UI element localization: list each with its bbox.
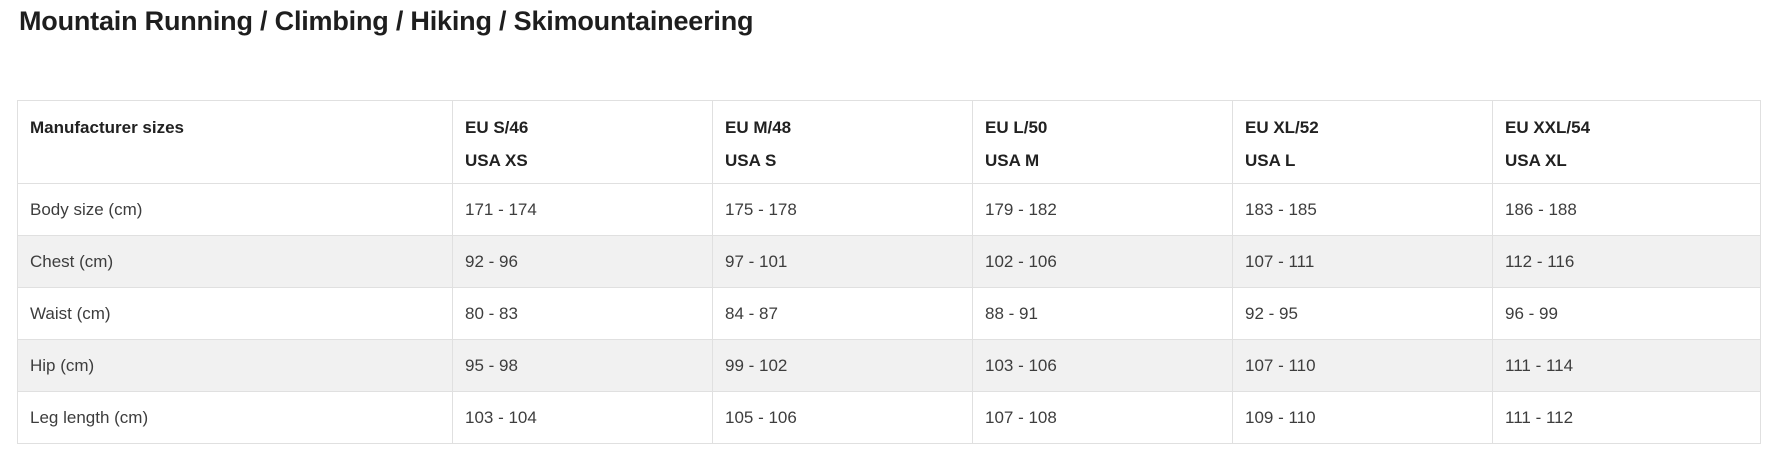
measurement-cell: 179 - 182	[972, 183, 1233, 236]
measurement-cell: 107 - 108	[972, 391, 1233, 444]
measurement-cell: 102 - 106	[972, 235, 1233, 288]
row-label-cell: Leg length (cm)	[17, 391, 453, 444]
size-column-header: EU L/50 USA M	[972, 100, 1233, 184]
size-column-header: EU XL/52 USA L	[1232, 100, 1493, 184]
size-column-header: EU M/48 USA S	[712, 100, 973, 184]
measurement-cell: 88 - 91	[972, 287, 1233, 340]
measurement-cell: 97 - 101	[712, 235, 973, 288]
measurement-cell: 84 - 87	[712, 287, 973, 340]
size-column-header: EU XXL/54 USA XL	[1492, 100, 1761, 184]
eu-size-label: EU S/46	[465, 118, 529, 137]
measurement-cell: 107 - 111	[1232, 235, 1493, 288]
size-column-header: EU S/46 USA XS	[452, 100, 713, 184]
measurement-cell: 171 - 174	[452, 183, 713, 236]
usa-size-label: USA S	[725, 151, 777, 170]
row-label-cell: Chest (cm)	[17, 235, 453, 288]
usa-size-label: USA M	[985, 151, 1040, 170]
usa-size-label: USA L	[1245, 151, 1296, 170]
eu-size-label: EU L/50	[985, 118, 1048, 137]
measurement-cell: 105 - 106	[712, 391, 973, 444]
page-title: Mountain Running / Climbing / Hiking / S…	[19, 6, 754, 36]
corner-header-label: Manufacturer sizes	[30, 118, 184, 137]
measurement-cell: 80 - 83	[452, 287, 713, 340]
table-row: Leg length (cm) 103 - 104 105 - 106 107 …	[17, 391, 1761, 444]
table-row: Hip (cm) 95 - 98 99 - 102 103 - 106 107 …	[17, 339, 1761, 392]
eu-size-label: EU XXL/54	[1505, 118, 1591, 137]
measurement-cell: 111 - 112	[1492, 391, 1761, 444]
usa-size-label: USA XL	[1505, 151, 1567, 170]
size-chart-table: Manufacturer sizes EU S/46 USA XS EU M/4…	[17, 100, 1761, 444]
eu-size-label: EU M/48	[725, 118, 792, 137]
measurement-cell: 92 - 95	[1232, 287, 1493, 340]
table-header-row: Manufacturer sizes EU S/46 USA XS EU M/4…	[17, 100, 1761, 184]
measurement-cell: 183 - 185	[1232, 183, 1493, 236]
measurement-cell: 95 - 98	[452, 339, 713, 392]
row-label-cell: Body size (cm)	[17, 183, 453, 236]
measurement-cell: 99 - 102	[712, 339, 973, 392]
measurement-cell: 109 - 110	[1232, 391, 1493, 444]
table-row: Body size (cm) 171 - 174 175 - 178 179 -…	[17, 183, 1761, 236]
row-label-cell: Hip (cm)	[17, 339, 453, 392]
measurement-cell: 96 - 99	[1492, 287, 1761, 340]
table-row: Chest (cm) 92 - 96 97 - 101 102 - 106 10…	[17, 235, 1761, 288]
eu-size-label: EU XL/52	[1245, 118, 1319, 137]
usa-size-label: USA XS	[465, 151, 528, 170]
measurement-cell: 112 - 116	[1492, 235, 1761, 288]
measurement-cell: 111 - 114	[1492, 339, 1761, 392]
corner-header-cell: Manufacturer sizes	[17, 100, 453, 184]
row-label-cell: Waist (cm)	[17, 287, 453, 340]
measurement-cell: 92 - 96	[452, 235, 713, 288]
measurement-cell: 103 - 104	[452, 391, 713, 444]
table-row: Waist (cm) 80 - 83 84 - 87 88 - 91 92 - …	[17, 287, 1761, 340]
measurement-cell: 175 - 178	[712, 183, 973, 236]
measurement-cell: 107 - 110	[1232, 339, 1493, 392]
measurement-cell: 103 - 106	[972, 339, 1233, 392]
measurement-cell: 186 - 188	[1492, 183, 1761, 236]
